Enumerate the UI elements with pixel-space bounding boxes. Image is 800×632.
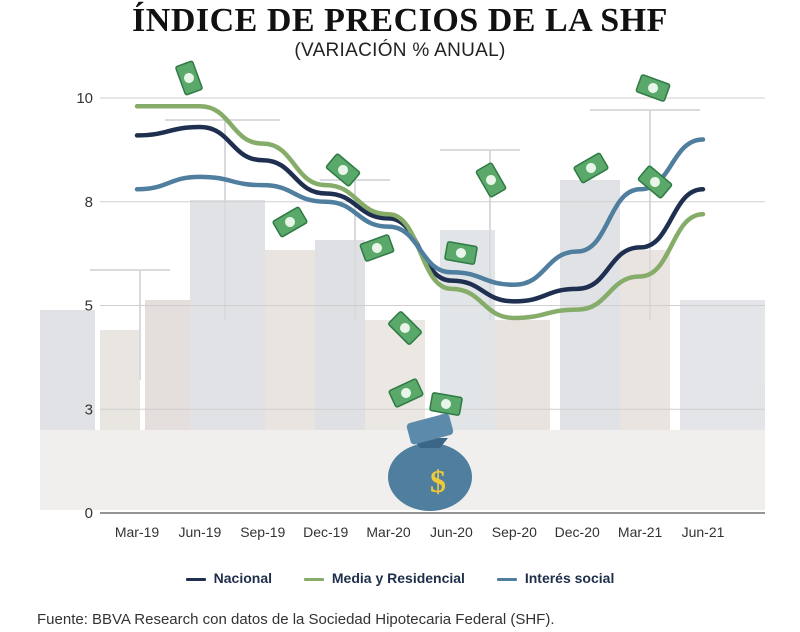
legend-label: Nacional	[213, 570, 272, 586]
banknote-center	[441, 399, 451, 409]
flying-banknote-icon	[573, 152, 609, 184]
source-note: Fuente: BBVA Research con datos de la So…	[37, 611, 555, 628]
flying-banknote-icon	[444, 241, 478, 265]
x-tick-label: Mar-21	[618, 524, 663, 540]
flying-banknote-icon	[635, 74, 671, 102]
flying-banknote-icon	[175, 60, 203, 96]
x-tick-label: Jun-20	[430, 524, 473, 540]
flying-banknote-icon	[325, 153, 361, 187]
flying-banknote-icon	[359, 234, 395, 262]
flying-banknote-icon	[272, 206, 308, 238]
axes: 0 3 5 8 10 Mar-19 Jun-19 Sep-19 Dec-19 Mar-20 Jun-…	[76, 90, 724, 540]
flying-banknote-icon	[475, 162, 507, 198]
legend-swatch	[496, 577, 517, 581]
x-tick-label: Jun-21	[682, 524, 725, 540]
grid	[100, 97, 765, 514]
construction-background-illustration	[40, 109, 765, 510]
money-symbol: $	[430, 463, 446, 499]
legend-swatch	[303, 577, 324, 581]
banknote-center	[338, 165, 348, 175]
legend-item-interes-social: Interés social	[496, 570, 615, 586]
x-tick-label: Dec-20	[555, 524, 600, 540]
y-tick-label: 3	[85, 401, 93, 418]
x-tick-label: Sep-20	[492, 524, 537, 540]
banknote-center	[648, 83, 658, 93]
legend-item-nacional: Nacional	[185, 570, 272, 586]
chart-title: ÍNDICE DE PRECIOS DE LA SHF	[132, 2, 668, 39]
banknote-center	[486, 175, 496, 185]
banknote-center	[400, 323, 410, 333]
flying-banknote-icon	[429, 392, 463, 416]
banknote-center	[586, 163, 596, 173]
series-lines	[134, 104, 706, 321]
flying-banknote-icon	[388, 311, 422, 345]
banknote-center	[184, 73, 194, 83]
banknote-center	[650, 177, 660, 187]
y-tick-label: 0	[85, 505, 93, 522]
legend-swatch	[185, 577, 206, 581]
series-line-1	[134, 104, 706, 321]
banknote-center	[372, 243, 382, 253]
x-tick-label: Sep-19	[240, 524, 285, 540]
legend-label: Media y Residencial	[331, 570, 465, 586]
chart-legend: Nacional Media y Residencial Interés soc…	[0, 570, 800, 586]
banknote-center	[456, 248, 466, 258]
series-line-2	[134, 137, 706, 287]
y-tick-label: 8	[85, 194, 93, 211]
flying-banknote-icon	[637, 165, 673, 199]
flying-banknote-icon	[388, 378, 424, 408]
x-tick-label: Jun-19	[178, 524, 221, 540]
flying-banknotes	[175, 60, 673, 416]
money-bag-icon: $	[388, 413, 472, 511]
x-tick-label: Mar-19	[115, 524, 160, 540]
chart-subtitle: (VARIACIÓN % ANUAL)	[294, 40, 506, 61]
banknote-center	[285, 217, 295, 227]
legend-item-media-residencial: Media y Residencial	[303, 570, 465, 586]
x-tick-label: Mar-20	[366, 524, 411, 540]
y-tick-label: 10	[76, 90, 93, 107]
banknote-center	[401, 388, 411, 398]
legend-label: Interés social	[524, 570, 615, 586]
y-tick-label: 5	[85, 298, 93, 315]
x-tick-label: Dec-19	[303, 524, 348, 540]
